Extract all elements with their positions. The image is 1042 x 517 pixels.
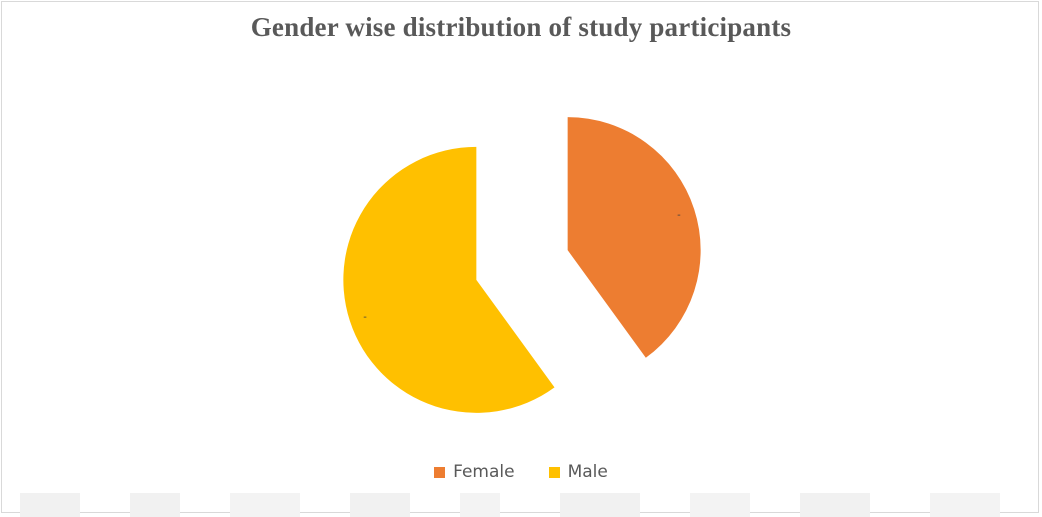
legend-item-male: Male [548,462,608,482]
pie-slice-male [343,146,555,413]
legend-item-female: Female [434,462,515,482]
data-label-female: - [677,210,681,221]
legend-swatch-male [548,466,560,478]
pie-slice-female [567,117,701,358]
data-label-male: - [363,312,367,323]
legend-label-male: Male [567,462,608,482]
chart-title: Gender wise distribution of study partic… [250,12,792,42]
chart-legend: Female Male [2,462,1040,482]
pie-chart: -- [343,117,701,413]
legend-swatch-female [434,466,446,478]
watermark-band [20,493,1000,517]
legend-label-female: Female [453,462,515,482]
